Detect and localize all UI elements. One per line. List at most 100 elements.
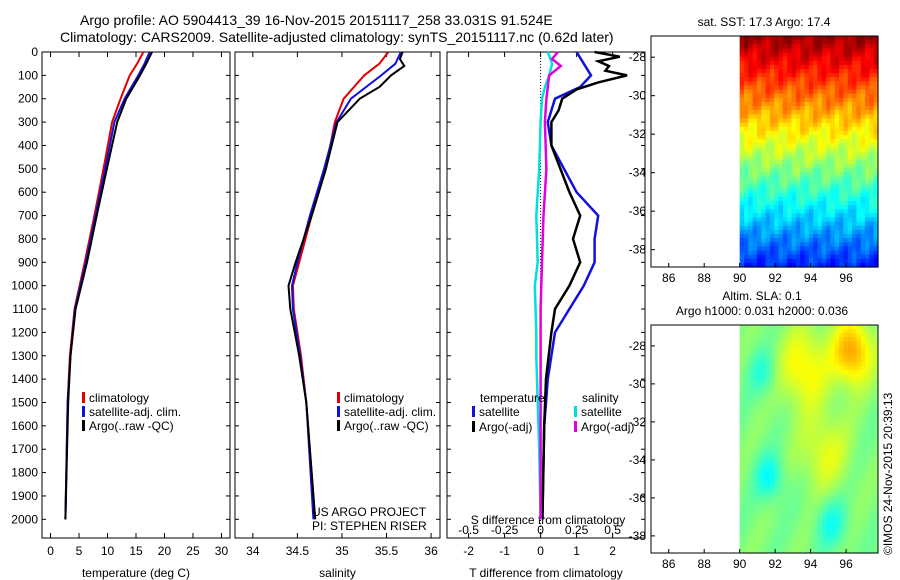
grid-cell [774,122,780,128]
grid-cell [843,172,849,177]
grid-cell [743,147,749,153]
grid-cell [860,516,866,522]
grid-cell [743,196,749,202]
grid-cell [774,180,780,186]
grid-cell [821,225,827,231]
grid-cell [765,361,771,367]
grid-cell [739,524,745,530]
grid-cell [817,242,823,247]
grid-cell [778,426,784,432]
grid-cell [787,532,793,538]
grid-cell [843,180,849,186]
grid-cell [743,357,749,363]
grid-cell [756,337,762,342]
grid-cell [856,447,862,452]
grid-cell [873,155,879,161]
grid-cell [774,333,780,338]
grid-cell [860,118,866,124]
grid-cell [761,126,767,132]
grid-cell [787,390,793,395]
grid-cell [830,329,836,334]
grid-cell [739,483,745,489]
grid-cell [782,426,788,432]
grid-cell [804,147,810,153]
grid-cell [743,504,749,509]
grid-cell [804,192,810,198]
grid-cell [782,97,788,103]
grid-cell [795,447,801,452]
grid-cell [839,483,845,489]
grid-cell [826,504,832,509]
grid-cell [800,221,806,227]
grid-cell [852,463,857,469]
grid-cell [847,410,853,416]
grid-cell [800,258,806,264]
grid-cell [873,337,879,342]
grid-cell [847,135,853,140]
grid-cell [847,110,853,115]
grid-cell [752,205,758,210]
grid-cell [852,500,857,505]
grid-cell [787,135,793,140]
grid-cell [752,110,758,115]
grid-cell [839,382,845,387]
grid-cell [813,536,819,542]
grid-cell [847,329,853,334]
grid-cell [778,483,784,489]
grid-cell [843,382,849,387]
grid-cell [739,110,745,115]
grid-cell [834,44,840,49]
grid-cell [743,246,749,252]
grid-cell [847,205,853,210]
grid-cell [774,102,780,107]
y-tick-label: 600 [18,185,38,199]
grid-cell [817,254,823,260]
grid-cell [756,201,762,206]
grid-cell [752,172,758,177]
grid-cell [817,81,823,87]
grid-cell [821,135,827,140]
grid-cell [821,373,827,379]
grid-cell [743,337,749,342]
grid-cell [739,532,745,538]
grid-cell [804,155,810,161]
grid-cell [787,459,793,465]
grid-cell [787,52,793,58]
grid-cell [748,361,754,367]
grid-cell [765,548,771,554]
grid-cell [873,118,879,124]
grid-cell [873,471,879,477]
grid-cell [821,483,827,489]
grid-cell [830,209,836,214]
grid-cell [743,126,749,132]
grid-cell [795,333,801,338]
grid-cell [756,85,762,91]
grid-cell [830,447,836,452]
grid-cell [765,353,771,359]
grid-cell [739,205,745,210]
grid-cell [834,439,840,444]
grid-cell [774,520,780,526]
grid-cell [843,463,849,469]
grid-cell [765,459,771,465]
grid-cell [821,176,827,181]
grid-cell [873,548,879,554]
grid-cell [752,151,758,157]
grid-cell [817,196,823,202]
grid-cell [765,540,771,546]
grid-cell [739,455,745,460]
grid-cell [852,201,857,206]
grid-cell [800,64,806,70]
grid-cell [761,516,767,522]
grid-cell [748,73,754,78]
x-tick-label: 86 [662,557,676,571]
grid-cell [774,443,780,448]
grid-cell [873,483,879,489]
grid-cell [748,159,754,165]
grid-cell [817,402,823,408]
grid-cell [856,246,862,252]
grid-cell [752,122,758,128]
grid-cell [791,459,797,465]
grid-cell [804,89,810,95]
grid-cell [782,258,788,264]
